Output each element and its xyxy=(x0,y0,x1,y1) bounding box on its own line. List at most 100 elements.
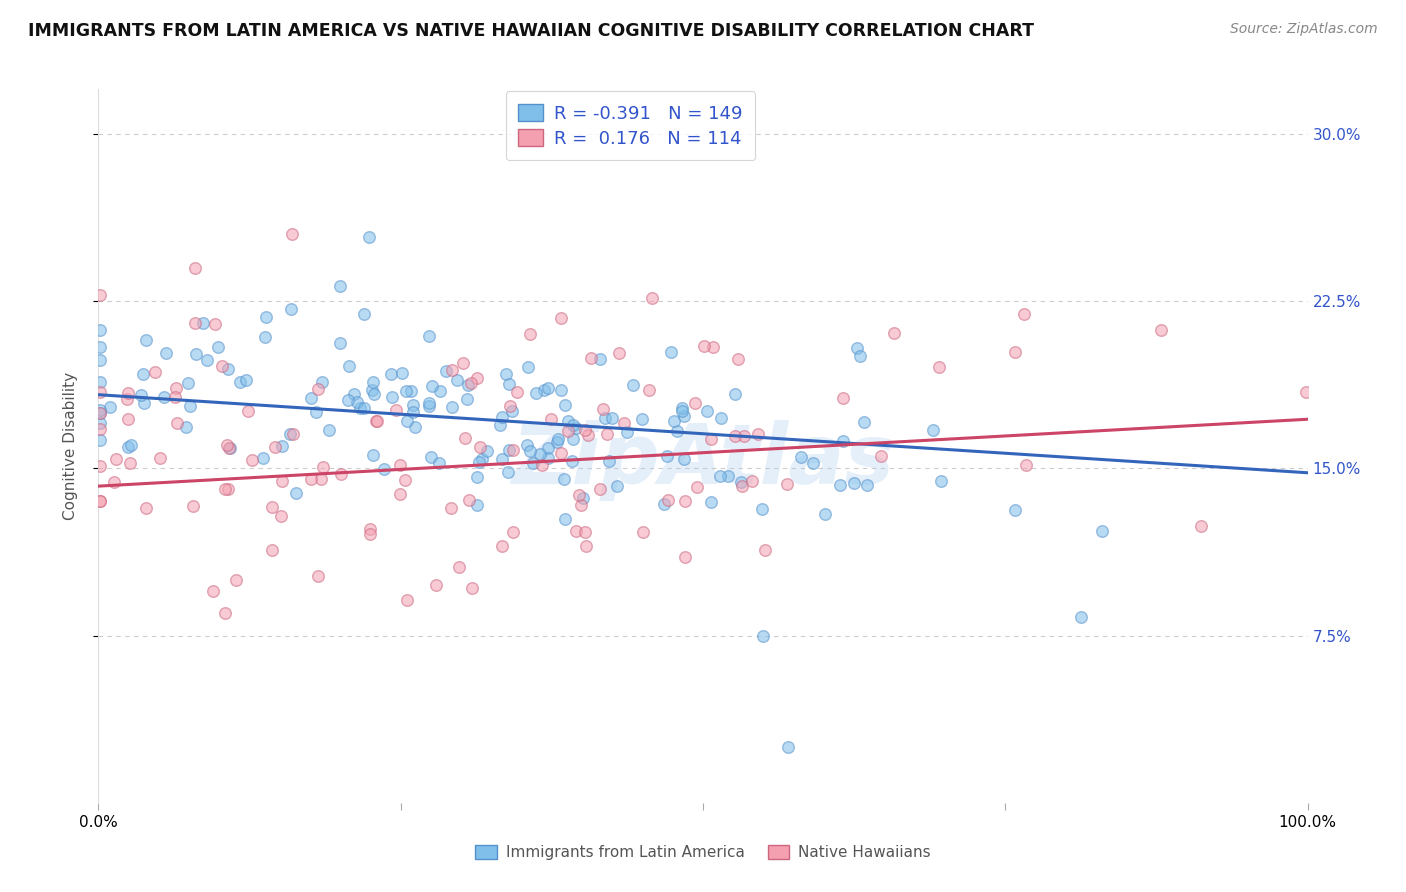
Point xyxy=(359,522,381,536)
Point xyxy=(117,440,139,454)
Point xyxy=(730,475,752,490)
Point xyxy=(537,441,560,455)
Point xyxy=(311,375,333,389)
Point xyxy=(434,364,457,378)
Point xyxy=(211,359,233,373)
Point xyxy=(524,386,547,401)
Point xyxy=(579,351,602,365)
Point xyxy=(727,352,749,367)
Point xyxy=(465,469,488,483)
Point xyxy=(418,329,440,343)
Point xyxy=(401,398,423,412)
Point xyxy=(132,396,155,410)
Point xyxy=(389,487,412,501)
Point xyxy=(453,356,475,370)
Point xyxy=(89,287,111,301)
Point xyxy=(657,492,679,507)
Point xyxy=(271,474,294,488)
Point xyxy=(561,417,583,432)
Point xyxy=(312,459,335,474)
Point xyxy=(592,402,614,417)
Point xyxy=(849,349,872,363)
Point xyxy=(554,512,576,526)
Point xyxy=(120,438,142,452)
Point xyxy=(495,367,517,381)
Point xyxy=(665,424,688,438)
Point xyxy=(229,375,252,389)
Point xyxy=(675,494,697,508)
Point xyxy=(304,405,326,419)
Point xyxy=(547,432,569,446)
Point xyxy=(588,482,610,496)
Point xyxy=(550,311,572,326)
Point xyxy=(776,740,799,755)
Point xyxy=(89,403,111,417)
Point xyxy=(1150,323,1173,337)
Point xyxy=(343,387,366,401)
Point xyxy=(89,352,111,367)
Point xyxy=(561,454,583,468)
Point xyxy=(686,480,709,494)
Point xyxy=(565,421,588,435)
Point xyxy=(717,469,740,483)
Point xyxy=(425,577,447,591)
Point xyxy=(360,383,382,397)
Point xyxy=(501,403,523,417)
Point xyxy=(928,359,950,374)
Point xyxy=(218,441,240,455)
Point xyxy=(530,458,553,472)
Point xyxy=(574,524,596,539)
Point xyxy=(89,416,111,430)
Point xyxy=(359,526,381,541)
Point xyxy=(271,439,294,453)
Point xyxy=(337,393,360,408)
Point xyxy=(529,447,551,461)
Point xyxy=(359,230,381,244)
Point xyxy=(846,341,869,355)
Point xyxy=(346,394,368,409)
Point xyxy=(554,397,576,411)
Point xyxy=(1004,344,1026,359)
Point xyxy=(533,384,555,398)
Point xyxy=(89,323,111,337)
Point xyxy=(118,456,141,470)
Point xyxy=(468,440,491,454)
Point xyxy=(801,456,824,470)
Point xyxy=(613,416,636,430)
Point xyxy=(553,472,575,486)
Point xyxy=(217,362,239,376)
Point xyxy=(561,432,583,446)
Point xyxy=(537,381,560,395)
Point xyxy=(516,437,538,451)
Point xyxy=(700,433,723,447)
Point xyxy=(498,443,520,458)
Point xyxy=(724,429,747,443)
Y-axis label: Cognitive Disability: Cognitive Disability xyxy=(63,372,77,520)
Point xyxy=(181,500,204,514)
Point xyxy=(217,438,239,452)
Point xyxy=(842,475,865,490)
Point xyxy=(456,392,478,407)
Point xyxy=(458,493,481,508)
Point xyxy=(104,452,127,467)
Point xyxy=(329,336,352,351)
Point xyxy=(747,427,769,442)
Point xyxy=(776,476,799,491)
Point xyxy=(135,333,157,347)
Point xyxy=(254,330,277,344)
Point xyxy=(696,404,718,418)
Point xyxy=(373,462,395,476)
Point xyxy=(598,454,620,468)
Point xyxy=(89,434,111,448)
Point xyxy=(132,367,155,381)
Point xyxy=(214,607,236,621)
Point xyxy=(693,339,716,353)
Point xyxy=(709,469,731,483)
Point xyxy=(1070,610,1092,624)
Point xyxy=(724,387,747,401)
Point xyxy=(218,441,240,455)
Point xyxy=(280,301,302,316)
Point xyxy=(730,479,752,493)
Point xyxy=(153,390,176,404)
Point xyxy=(318,423,340,437)
